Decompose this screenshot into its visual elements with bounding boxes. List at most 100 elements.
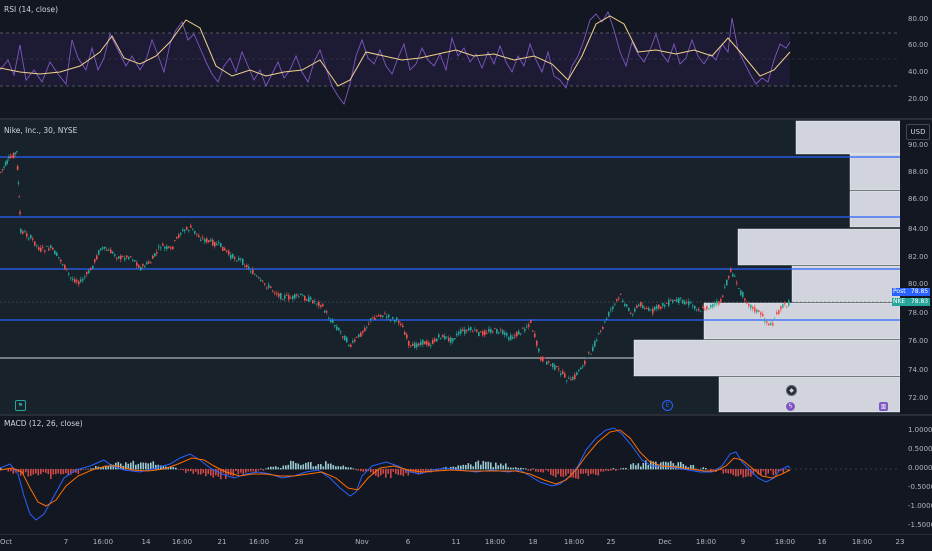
candle-body [358, 334, 360, 337]
candle-body [502, 330, 504, 334]
candle-body [682, 300, 684, 304]
candle-body [710, 305, 712, 307]
histogram-bar [30, 469, 32, 476]
histogram-bar [133, 461, 135, 470]
histogram-bar [765, 469, 767, 476]
histogram-bar [515, 467, 517, 469]
histogram-bar [188, 469, 190, 471]
candle-body [240, 258, 242, 259]
candle-body [510, 335, 512, 340]
candle-body [454, 338, 456, 339]
lightning-icon[interactable]: ϟ [786, 402, 795, 411]
candle-body [540, 357, 542, 361]
price-axis[interactable]: 90.00 88.00 86.00 84.00 82.00 80.00 78.0… [900, 120, 932, 415]
candle-body [96, 256, 98, 260]
price-pane[interactable]: Nike, Inc., 30, NYSE ⚑ E ◆ ϟ ▥ [0, 120, 900, 415]
rsi-pane[interactable]: RSI (14, close) 80.00 60.00 40.00 20.00 [0, 0, 900, 118]
candle-body [516, 332, 518, 336]
candle-body [232, 254, 234, 258]
histogram-bar [285, 465, 287, 469]
candle-body [668, 300, 670, 306]
nke-price: 78.83 [909, 298, 930, 306]
candle-body [554, 365, 556, 370]
candle-body [418, 343, 420, 345]
price-tick: 72.00 [908, 394, 928, 402]
histogram-bar [483, 461, 485, 469]
histogram-bar [310, 462, 312, 469]
histogram-bar [198, 469, 200, 474]
histogram-bar [478, 461, 480, 470]
flag-icon[interactable]: ⚑ [15, 400, 26, 411]
candle-body [270, 286, 272, 287]
candle-body [738, 288, 740, 289]
candle-body [82, 279, 84, 281]
candle-body [586, 357, 588, 358]
candle-body [104, 247, 106, 249]
histogram-bar [353, 468, 355, 469]
candle-body [644, 308, 646, 309]
candle-body [452, 338, 454, 341]
histogram-bar [363, 469, 365, 472]
candle-body [422, 340, 424, 345]
histogram-bar [195, 469, 197, 472]
candle-body [376, 316, 378, 317]
histogram-bar [475, 462, 477, 470]
candle-body [260, 280, 262, 281]
candle-body [180, 233, 182, 234]
symbol-title[interactable]: Nike, Inc., 30, NYSE [4, 126, 77, 135]
earnings-icon[interactable]: E [662, 400, 673, 411]
candle-body [756, 309, 758, 312]
candle-body [482, 331, 484, 335]
candle-body [700, 311, 702, 312]
candle-body [346, 338, 348, 343]
candle-body [70, 278, 72, 279]
histogram-bar [463, 465, 465, 470]
histogram-bar [13, 469, 15, 474]
candle-body [204, 239, 206, 242]
candle-body [664, 305, 666, 306]
candle-body [754, 307, 756, 312]
currency-button[interactable]: USD [906, 124, 930, 140]
histogram-bar [403, 469, 405, 476]
histogram-bar [640, 466, 642, 469]
calendar-icon[interactable]: ▥ [879, 402, 888, 411]
candle-body [690, 302, 692, 303]
macd-axis: 1.0000 0.5000 0.0000 -0.5000 -1.0000 -1.… [900, 416, 932, 534]
histogram-bar [700, 469, 702, 470]
histogram-bar [140, 462, 142, 469]
candle-body [734, 276, 736, 277]
candle-body [16, 151, 18, 152]
candle-body [772, 323, 774, 325]
candle-body [156, 252, 158, 253]
candle-body [344, 336, 346, 341]
candle-body [588, 352, 590, 353]
candle-body [5, 162, 7, 165]
candle-body [98, 250, 100, 254]
macd-pane[interactable]: MACD (12, 26, close) 1.0000 0.5000 0.000… [0, 416, 900, 534]
histogram-bar [663, 462, 665, 470]
time-tick: 7 [64, 538, 68, 546]
candle-body [578, 370, 580, 371]
candle-body [748, 304, 750, 306]
candle-body [34, 241, 36, 245]
candle-body [506, 333, 508, 335]
histogram-bar [523, 468, 525, 469]
dividend-icon[interactable]: ◆ [786, 385, 797, 396]
candle-body [316, 304, 318, 305]
histogram-bar [205, 469, 207, 476]
candle-body [702, 307, 704, 308]
histogram-bar [563, 469, 565, 477]
histogram-bar [245, 469, 247, 473]
histogram-bar [313, 466, 315, 469]
candle-body [670, 300, 672, 301]
candle-body [414, 343, 416, 348]
histogram-bar [138, 464, 140, 469]
histogram-bar [290, 461, 292, 470]
histogram-bar [288, 465, 290, 470]
histogram-bar [555, 469, 557, 477]
candle-body [110, 250, 112, 254]
histogram-bar [608, 469, 610, 471]
histogram-bar [490, 462, 492, 469]
candle-body [784, 303, 786, 304]
candle-body [786, 306, 788, 307]
